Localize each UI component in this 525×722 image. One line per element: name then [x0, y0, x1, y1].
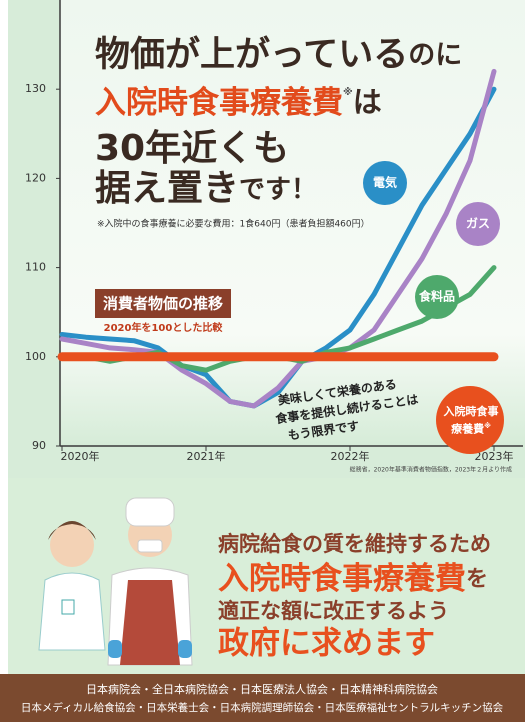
- note-mark: ※: [484, 422, 491, 430]
- footer-bar: [0, 674, 525, 722]
- legend-label: 電気: [373, 175, 397, 190]
- y-tick-label: 100: [25, 350, 46, 363]
- y-tick-label: 110: [25, 261, 46, 274]
- appeal-2: 入院時食事療養費を: [218, 561, 488, 597]
- headline-2: 入院時食事療養費※は: [95, 85, 382, 121]
- headline-4: 据え置きです！: [95, 168, 317, 209]
- footnote: ※入院中の食事療養に必要な費用：1食640円（患者負担額460円）: [97, 218, 370, 230]
- appeal-3: 適正な額に改正するよう: [218, 599, 449, 623]
- footer-line: 日本メディカル給食協会・日本栄養士会・日本病院調理師協会・日本医療福祉セントラル…: [21, 701, 504, 714]
- chart-subtitle: 2020年を100とした比較: [104, 321, 224, 334]
- legend-label: 入院時食事療養費※: [440, 404, 502, 437]
- x-tick-label: 2021年: [187, 449, 226, 463]
- legend-label-box: 入院時食事療養費※: [440, 404, 502, 438]
- headline-1: 物価が上がっているのに: [95, 35, 462, 75]
- x-tick-label: 2022年: [331, 449, 370, 463]
- y-tick-label: 120: [25, 171, 46, 184]
- headline-3: 30年近くも: [95, 128, 289, 169]
- y-tick-label: 130: [25, 82, 46, 95]
- appeal-4: 政府に求めます: [218, 626, 435, 662]
- source: 総務省，2020年基準消費者物価指数，2023年２月より作成: [350, 466, 512, 474]
- y-tick-label: 90: [32, 439, 46, 452]
- legend-label: 食料品: [418, 289, 455, 304]
- legend-label: ガス: [466, 216, 490, 231]
- chart-title: 消費者物価の推移: [103, 295, 223, 313]
- series-name: 入院時食事療養費: [444, 405, 499, 436]
- x-tick-label: 2020年: [61, 449, 100, 463]
- appeal-1: 病院給食の質を維持するため: [218, 532, 491, 556]
- footer-line: 日本病院会・全日本病院協会・日本医療法人協会・日本精神科病院協会: [86, 682, 438, 696]
- poster: 901001101201302020年2021年2022年2023年電気ガス食料…: [0, 0, 525, 722]
